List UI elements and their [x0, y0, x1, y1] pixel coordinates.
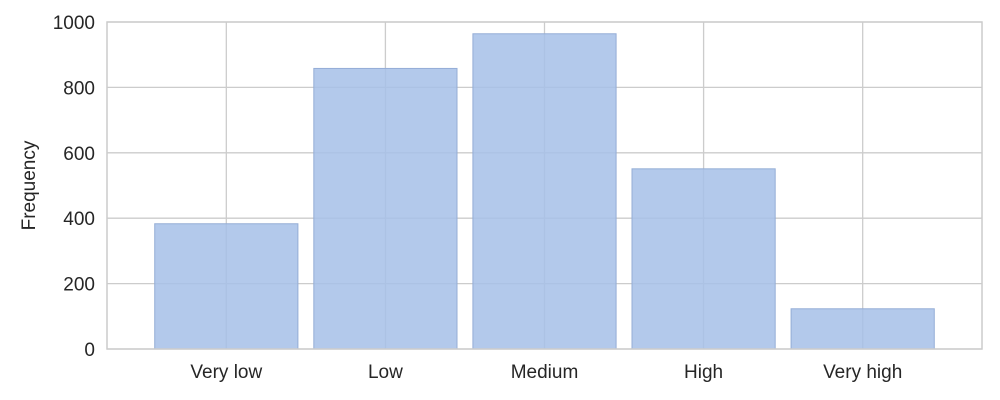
x-tick-label: High — [684, 362, 723, 383]
bar — [790, 308, 935, 350]
y-tick-label: 1000 — [53, 13, 95, 34]
x-tick-label: Very low — [190, 362, 262, 383]
bar — [154, 223, 299, 350]
bar — [472, 33, 617, 350]
y-tick-label: 200 — [63, 275, 95, 296]
axes-frame — [106, 21, 983, 350]
y-tick-label: 0 — [84, 340, 95, 361]
bar — [631, 168, 776, 350]
x-tick-label: Very high — [823, 362, 902, 383]
x-tick-label: Medium — [511, 362, 579, 383]
y-tick-label: 400 — [63, 209, 95, 230]
y-tick-labels: 0 200 400 600 800 1000 — [53, 13, 95, 361]
y-tick-label: 600 — [63, 144, 95, 165]
bar — [313, 67, 458, 350]
x-tick-label: Low — [368, 362, 403, 383]
y-axis-label: Frequency — [19, 140, 40, 230]
x-tick-labels: Very low Low Medium High Very high — [190, 362, 902, 383]
bars — [154, 33, 935, 350]
y-tick-label: 800 — [63, 78, 95, 99]
